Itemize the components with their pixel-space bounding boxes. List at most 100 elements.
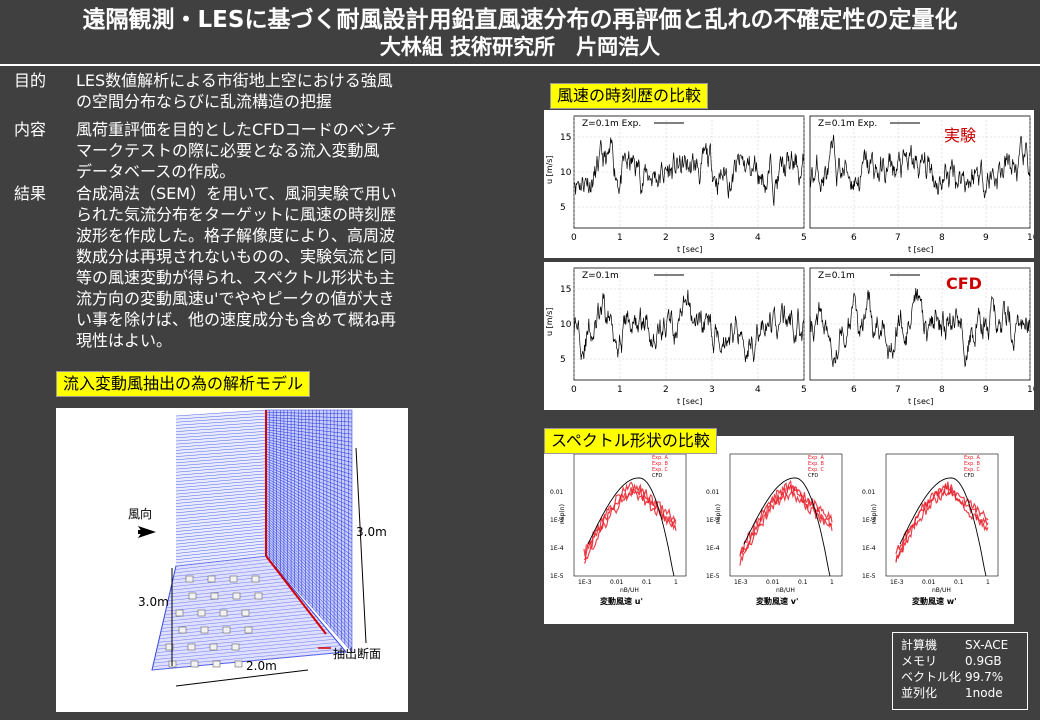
building-block bbox=[185, 575, 194, 583]
spectrum-frame bbox=[885, 453, 999, 577]
x-tick-label: 6 bbox=[851, 385, 857, 395]
building-block bbox=[244, 626, 253, 634]
wind-direction-label: 風向 bbox=[128, 506, 152, 521]
spectrum-ylabel: nSp(n) bbox=[871, 504, 878, 524]
spectrum-legend-entry: Exp. B bbox=[652, 461, 668, 467]
cfd-spectrum-curve bbox=[899, 477, 987, 577]
x-tick-label: 5 bbox=[801, 385, 807, 395]
x-tick-label: 9 bbox=[983, 385, 989, 395]
spectrum-legend-entry: Exp. C bbox=[964, 467, 980, 473]
model-heading: 流入変動風抽出の為の解析モデル bbox=[56, 371, 311, 397]
timeseries-legend: Z=0.1m bbox=[818, 271, 855, 281]
spectrum-x-tick: 1 bbox=[674, 579, 678, 586]
cfd-spectrum-curve bbox=[587, 477, 675, 577]
spectrum-legend-entry: Exp. C bbox=[808, 467, 824, 473]
timeseries-ylabel: u [m/s] bbox=[545, 155, 554, 184]
back-wall bbox=[176, 410, 266, 566]
building-block bbox=[187, 643, 196, 651]
x-tick-label: 10 bbox=[1027, 233, 1034, 243]
timeseries-legend: Z=0.1m Exp. bbox=[582, 119, 641, 129]
y-tick-label: 15 bbox=[560, 285, 571, 295]
spectrum-ylabel: nSp(n) bbox=[559, 504, 566, 524]
timeseries-xlabel: t [sec] bbox=[908, 245, 933, 254]
building-block bbox=[207, 575, 216, 583]
x-tick-label: 3 bbox=[709, 233, 715, 243]
spectrum-x-tick: 0.01 bbox=[922, 579, 936, 586]
cfd-spectrum-curve bbox=[743, 477, 831, 577]
x-tick-label: 1 bbox=[617, 385, 623, 395]
spectrum-y-tick: 1E-4 bbox=[550, 545, 564, 552]
spectrum-x-tick: 0.01 bbox=[766, 579, 780, 586]
building-block bbox=[231, 643, 240, 651]
building-block bbox=[229, 575, 238, 583]
building-block bbox=[241, 609, 250, 617]
spectrum-x-tick: 1 bbox=[986, 579, 990, 586]
building-block bbox=[188, 592, 197, 600]
x-tick-label: 9 bbox=[983, 233, 989, 243]
x-tick-label: 4 bbox=[755, 385, 761, 395]
compute-specs-box: 計算機 SX-ACE メモリ 0.9GB ベクトル化 99.7% 並列化 1node bbox=[892, 632, 1028, 710]
spectrum-frame bbox=[573, 453, 687, 577]
section-text-purpose: LES数値解析による市街地上空における強風 の空間分布ならびに乱流構造の把握 bbox=[76, 71, 393, 111]
timeseries-legend: Z=0.1m bbox=[582, 271, 619, 281]
timeseries-exp-panel: u [m/s] 15 10 5 0 1 2 3 4 5 t [sec] Z=0.1m Exp. 6 7 8 9… bbox=[544, 110, 1039, 258]
timeseries-xlabel: t [sec] bbox=[677, 245, 702, 254]
building-block bbox=[210, 592, 219, 600]
section-text-content: 風荷重評価を目的としたCFDコードのベンチ マークテストの際に必要となる流入変動風… bbox=[76, 120, 397, 181]
spectrum-legend-entry: CFD bbox=[808, 473, 818, 479]
spectrum-x-tick: 0.1 bbox=[798, 579, 808, 586]
spectrum-x-tick: 1 bbox=[830, 579, 834, 586]
exp-spectrum-curve bbox=[895, 483, 989, 563]
depth-dimension-label: 3.0m bbox=[138, 595, 169, 609]
spectrum-xlabel: nB/UH bbox=[620, 587, 639, 594]
y-tick-label: 15 bbox=[560, 133, 571, 143]
spectrum-caption: 変動風速 v' bbox=[756, 596, 798, 606]
x-tick-label: 8 bbox=[939, 385, 945, 395]
x-tick-label: 7 bbox=[895, 385, 901, 395]
spectrum-y-tick: 1E-4 bbox=[706, 545, 720, 552]
spectrum-y-tick: 1E-3 bbox=[862, 517, 876, 524]
building-block bbox=[190, 660, 199, 668]
x-tick-label: 10 bbox=[1027, 385, 1034, 395]
plot-frame bbox=[573, 267, 805, 381]
spectrum-y-tick: 0.01 bbox=[862, 489, 876, 496]
title-divider bbox=[0, 64, 1040, 66]
x-tick-label: 2 bbox=[663, 233, 669, 243]
building-block bbox=[197, 609, 206, 617]
spectrum-x-tick: 1E-3 bbox=[890, 579, 904, 586]
section-text-result: 合成渦法（SEM）を用いて、風洞実験で用い られた気流分布をターゲットに風速の時刻… bbox=[76, 184, 397, 350]
building-block bbox=[222, 626, 231, 634]
y-tick-label: 5 bbox=[560, 355, 566, 365]
velocity-trace bbox=[573, 137, 805, 206]
x-tick-label: 5 bbox=[801, 233, 807, 243]
spectrum-frame bbox=[729, 453, 843, 577]
spectrum-legend-entry: CFD bbox=[652, 473, 662, 479]
spectrum-xlabel: nB/UH bbox=[932, 587, 951, 594]
building-block bbox=[212, 660, 221, 668]
spectrum-legend-entry: Exp. A bbox=[652, 455, 668, 461]
spectrum-y-tick: 1E-4 bbox=[862, 545, 876, 552]
x-tick-label: 4 bbox=[755, 233, 761, 243]
height-dimension-label: 3.0m bbox=[356, 525, 387, 539]
building-block bbox=[234, 660, 243, 668]
cfd-annotation: CFD bbox=[946, 274, 982, 293]
timeseries-ylabel: u [m/s] bbox=[545, 307, 554, 336]
spectrum-caption: 変動風速 u' bbox=[600, 596, 643, 606]
plot-frame bbox=[573, 115, 805, 229]
building-block bbox=[178, 626, 187, 634]
spectra-heading: スペクトル形状の比較 bbox=[544, 428, 717, 454]
spectrum-y-tick: 0.01 bbox=[706, 489, 720, 496]
author-line: 大林組 技術研究所 片岡浩人 bbox=[379, 35, 661, 59]
timeseries-xlabel: t [sec] bbox=[677, 397, 702, 406]
spectra-panel: 0.01 1E-3 1E-4 1E-5 1E-3 0.01 0.1 1 nB/UH nSp(n) 変… bbox=[544, 436, 1014, 624]
spectrum-legend-entry: Exp. C bbox=[652, 467, 668, 473]
spectrum-y-tick: 1E-5 bbox=[706, 573, 720, 580]
x-tick-label: 6 bbox=[851, 233, 857, 243]
spectrum-x-tick: 0.1 bbox=[954, 579, 964, 586]
spectrum-legend-entry: Exp. B bbox=[964, 461, 980, 467]
y-tick-label: 5 bbox=[560, 203, 566, 213]
spectrum-legend-entry: Exp. A bbox=[964, 455, 980, 461]
timeseries-cfd-panel: u [m/s] 15 10 5 0 1 2 3 4 5 t [sec] Z=0.1m 6 7 8 9 10 t [… bbox=[544, 262, 1039, 410]
exp-spectrum-curve bbox=[895, 489, 989, 562]
spectrum-x-tick: 0.01 bbox=[610, 579, 624, 586]
